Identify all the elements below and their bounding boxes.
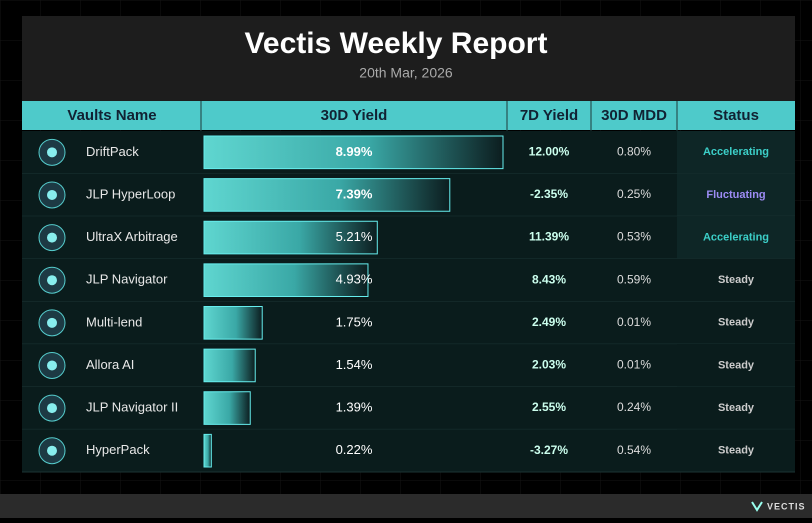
header-row: [22, 101, 795, 130]
column-header: Status: [713, 107, 759, 124]
mdd-30d: 0.25%: [617, 187, 651, 201]
row: [22, 216, 795, 259]
vault-name: Multi-lend: [86, 314, 142, 329]
status: Steady: [718, 359, 755, 371]
column-header: 30D Yield: [321, 107, 388, 124]
row: [22, 344, 795, 387]
yield-30d: 4.93%: [336, 272, 373, 287]
mdd-30d: 0.01%: [617, 315, 651, 329]
yield-30d: 1.54%: [336, 357, 373, 372]
yield-bar: [203, 348, 256, 383]
yield-bar: [203, 391, 251, 425]
yield-7d: 2.55%: [532, 400, 566, 414]
status: Steady: [718, 402, 755, 414]
mdd-30d: 0.80%: [617, 144, 651, 158]
yield-30d: 8.99%: [336, 144, 373, 159]
status-cell: [677, 131, 795, 174]
yield-30d: 0.22%: [336, 442, 373, 457]
vault-icon-dot: [47, 445, 57, 456]
vault-icon-dot: [47, 232, 57, 243]
column-header: 30D MDD: [601, 107, 667, 124]
status-cell: [677, 301, 795, 345]
mdd-30d: 0.54%: [617, 443, 651, 457]
vault-icon-dot: [47, 147, 57, 158]
yield-bar: [203, 178, 451, 212]
logo: [751, 501, 763, 512]
vault-name: HyperPack: [86, 442, 150, 457]
footer: [0, 494, 812, 518]
vault-icon-dot: [47, 360, 57, 371]
status-cell: [677, 216, 795, 259]
vault-icon-dot: [47, 317, 57, 328]
yield-bar: [203, 306, 263, 340]
yield-7d: -2.35%: [530, 187, 568, 201]
date: 20th Mar, 2026: [359, 65, 453, 81]
status-cell: [677, 258, 795, 302]
title: Vectis Weekly Report: [245, 27, 548, 60]
mdd-30d: 0.24%: [617, 400, 651, 414]
vault-icon-dot: [47, 189, 57, 200]
yield-30d: 7.39%: [336, 186, 373, 201]
mdd-30d: 0.53%: [617, 230, 651, 244]
yield-bar: [203, 263, 369, 297]
vault-name: JLP Navigator: [86, 272, 168, 287]
brand: VECTIS: [767, 501, 806, 511]
vault-name: Allora AI: [86, 357, 134, 372]
yield-7d: 11.39%: [529, 230, 569, 244]
status: Accelerating: [703, 146, 769, 158]
yield-7d: 12.00%: [529, 144, 570, 158]
vault-name: JLP Navigator II: [86, 400, 178, 415]
status-cell: [677, 173, 795, 217]
yield-7d: 2.03%: [532, 358, 566, 372]
status: Steady: [718, 274, 755, 286]
yield-7d: -3.27%: [530, 443, 568, 457]
vault-name: UltraX Arbitrage: [86, 229, 178, 244]
status-cell: [677, 344, 795, 387]
status-cell: [677, 386, 795, 430]
yield-30d: 1.39%: [336, 400, 373, 415]
column-header: 7D Yield: [520, 107, 578, 124]
mdd-30d: 0.01%: [617, 358, 651, 372]
row: [22, 258, 795, 302]
yield-bar: [203, 220, 378, 255]
yield-bar: [203, 135, 504, 170]
status: Steady: [718, 317, 755, 329]
vault-icon-dot: [47, 275, 57, 286]
title-panel: [22, 16, 795, 101]
vault-name: DriftPack: [86, 144, 139, 159]
status: Steady: [718, 445, 755, 457]
row: [22, 301, 795, 345]
yield-7d: 8.43%: [532, 272, 566, 286]
yield-30d: 5.21%: [336, 229, 373, 244]
mdd-30d: 0.59%: [617, 272, 651, 286]
yield-30d: 1.75%: [336, 314, 373, 329]
status-cell: [677, 429, 795, 472]
vault-icon-dot: [47, 403, 57, 414]
status: Fluctuating: [706, 189, 765, 201]
status: Accelerating: [703, 231, 769, 243]
column-header: Vaults Name: [67, 107, 156, 124]
yield-bar: [203, 433, 212, 468]
row: [22, 386, 795, 430]
yield-7d: 2.49%: [532, 315, 566, 329]
vault-name: JLP HyperLoop: [86, 186, 175, 201]
row: [22, 429, 795, 472]
